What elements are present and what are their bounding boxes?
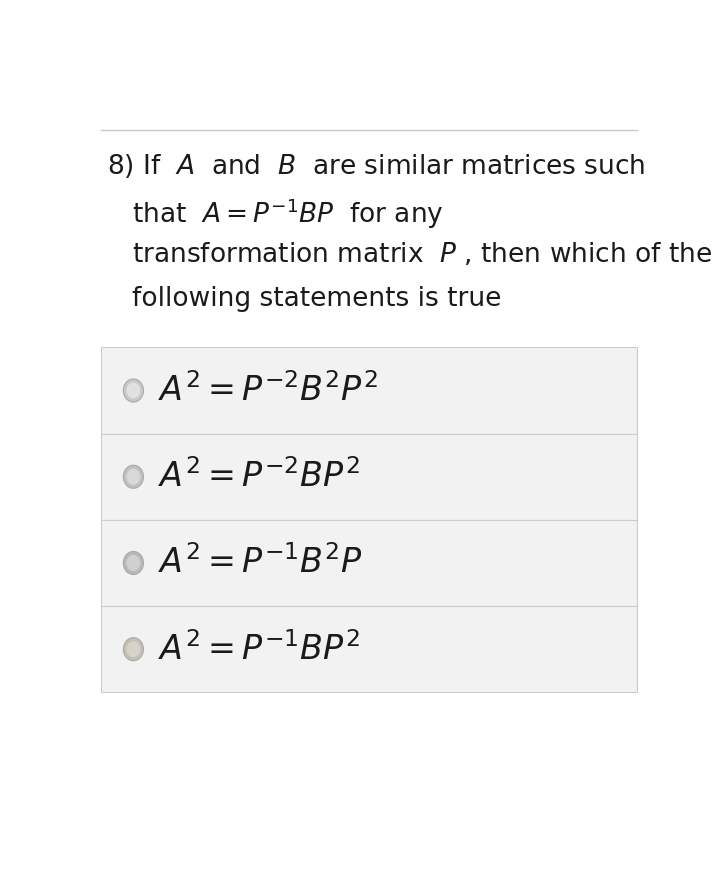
- FancyBboxPatch shape: [101, 606, 637, 693]
- Ellipse shape: [123, 552, 143, 575]
- Ellipse shape: [127, 383, 140, 399]
- FancyBboxPatch shape: [101, 434, 637, 520]
- Ellipse shape: [123, 379, 143, 402]
- Ellipse shape: [127, 642, 140, 657]
- Text: $A^2 = P^{-1}B^2P$: $A^2 = P^{-1}B^2P$: [158, 546, 363, 581]
- Ellipse shape: [123, 638, 143, 661]
- Text: $A^2 = P^{-2}B^2P^2$: $A^2 = P^{-2}B^2P^2$: [158, 373, 378, 408]
- Ellipse shape: [123, 466, 143, 488]
- Text: $A^2 = P^{-1}BP^2$: $A^2 = P^{-1}BP^2$: [158, 632, 360, 667]
- Text: transformation matrix  $\mathit{P}$ , then which of the: transformation matrix $\mathit{P}$ , the…: [132, 241, 712, 268]
- Text: $A^2 = P^{-2}BP^2$: $A^2 = P^{-2}BP^2$: [158, 459, 360, 495]
- Ellipse shape: [127, 555, 140, 571]
- Ellipse shape: [127, 469, 140, 485]
- FancyBboxPatch shape: [101, 348, 637, 434]
- Text: that  $\mathit{A} = P^{-1}BP$  for any: that $\mathit{A} = P^{-1}BP$ for any: [132, 196, 444, 231]
- FancyBboxPatch shape: [101, 520, 637, 606]
- Text: following statements is true: following statements is true: [132, 286, 501, 312]
- Text: 8) If  $\mathit{A}$  and  $\mathit{B}$  are similar matrices such: 8) If $\mathit{A}$ and $\mathit{B}$ are …: [107, 151, 646, 180]
